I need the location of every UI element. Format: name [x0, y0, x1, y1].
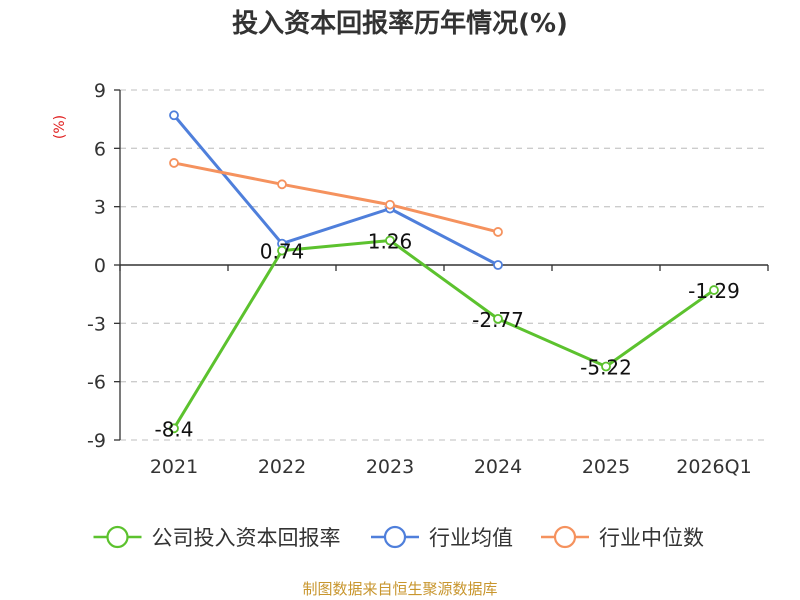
series-line	[173, 161, 499, 234]
y-tick-label: -6	[87, 372, 106, 394]
legend: 公司投入资本回报率 行业均值 行业中位数	[93, 525, 704, 550]
grid-lines	[120, 89, 768, 441]
x-tick-label: 2022	[258, 456, 306, 478]
y-tick-label: 0	[94, 255, 106, 277]
data-point	[169, 423, 179, 434]
series-lines	[169, 110, 719, 434]
series-line	[172, 114, 499, 267]
x-tick-label: 2025	[582, 456, 630, 478]
data-point	[601, 361, 611, 372]
legend-label: 行业均值	[429, 526, 513, 550]
data-label: 1.26	[368, 230, 413, 254]
legend-label: 行业中位数	[599, 526, 704, 550]
legend-marker	[553, 525, 577, 549]
data-point	[493, 227, 503, 237]
y-tick-label: 6	[94, 138, 106, 160]
data-labels: -8.4 0.74 1.26 -2.77 -5.22 -1.29	[154, 230, 739, 442]
legend-marker	[106, 525, 129, 549]
y-axis-unit-label: (%)	[52, 115, 68, 139]
x-tick-label: 2026Q1	[676, 456, 751, 478]
x-tick-label: 2021	[150, 456, 198, 478]
data-label: -2.77	[472, 308, 524, 332]
data-label: -8.4	[154, 417, 193, 441]
data-point	[277, 245, 287, 256]
data-label: -5.22	[580, 356, 632, 380]
series-line	[172, 239, 715, 430]
y-tick-label: -9	[87, 430, 106, 452]
y-tick-label: 9	[94, 80, 106, 102]
data-point	[493, 260, 503, 270]
y-tick-label: 3	[94, 197, 106, 219]
data-point	[385, 235, 395, 246]
data-point	[169, 110, 179, 121]
data-point	[169, 158, 179, 168]
data-label: -1.29	[688, 279, 740, 303]
data-point	[385, 199, 395, 210]
data-label: 0.74	[260, 240, 305, 264]
data-point	[493, 313, 503, 324]
x-tick-label: 2023	[366, 456, 414, 478]
x-tick-label: 2024	[474, 456, 522, 478]
legend-marker	[383, 525, 407, 549]
data-point	[277, 179, 287, 190]
chart-title: 投入资本回报率历年情况(%)	[232, 8, 568, 39]
source-note: 制图数据来自恒生聚源数据库	[302, 580, 497, 598]
axes: 9 6 3 0 -3 -6 -9 2021 2022 2023 2024 2025 2026Q1	[87, 80, 769, 478]
y-tick-label: -3	[87, 313, 106, 335]
data-point	[709, 285, 719, 295]
legend-label: 公司投入资本回报率	[152, 526, 341, 550]
